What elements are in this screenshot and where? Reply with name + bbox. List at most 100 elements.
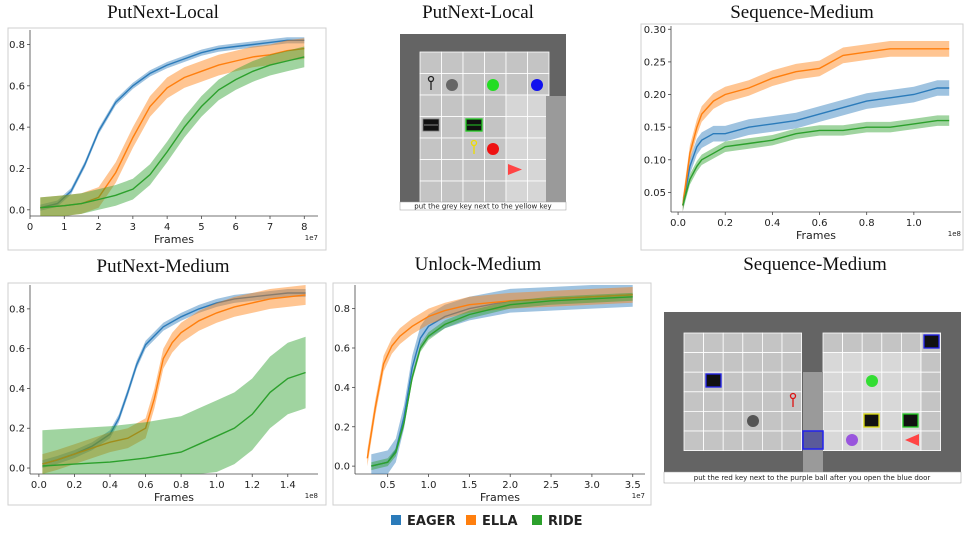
grid-cell	[762, 332, 783, 354]
grid-cell	[419, 94, 442, 117]
series-ride	[371, 292, 633, 471]
x-tick-label: 0.0	[31, 480, 47, 491]
blue-ball	[531, 79, 543, 91]
series-line	[371, 296, 633, 467]
grid-cell	[722, 430, 744, 452]
y-tick-label: 0.6	[9, 344, 25, 355]
grid-cell	[920, 391, 942, 412]
grid-cell	[742, 332, 763, 354]
series-ride	[682, 115, 950, 211]
yellow-key-icon	[470, 139, 478, 147]
x-axis-exponent: 1e8	[305, 492, 318, 500]
y-tick-label: 0.2	[334, 422, 350, 433]
grid-cell	[419, 159, 442, 182]
x-tick-label: 2.0	[502, 480, 518, 491]
x-tick-label: 0.5	[380, 480, 396, 491]
grid-cell	[683, 430, 705, 452]
grid-cell	[822, 371, 844, 393]
series-line	[42, 294, 306, 465]
grid-cell	[881, 352, 902, 373]
grid-cell	[441, 94, 464, 117]
x-tick-label: 3	[130, 222, 136, 233]
x-axis-exponent: 1e8	[948, 230, 961, 238]
y-tick-label: 0.2	[9, 424, 25, 435]
grid-cell	[462, 51, 485, 74]
x-tick-label: 1.4	[280, 480, 296, 491]
series-line	[682, 119, 950, 206]
series-line	[40, 56, 305, 209]
grid-cell	[762, 430, 783, 452]
grid-cell	[781, 352, 803, 373]
x-tick-label: 3.0	[584, 480, 600, 491]
x-tick-label: 0.2	[66, 480, 82, 491]
y-tick-label: 0.2	[9, 164, 25, 175]
grid-cell	[762, 371, 783, 393]
series-ride	[40, 46, 305, 216]
y-tick-label: 0.0	[9, 464, 25, 475]
grid-cell	[842, 391, 863, 412]
y-tick-label: 0.6	[334, 344, 350, 355]
chart-frame	[640, 23, 964, 251]
grid-cell	[462, 73, 485, 96]
grid-cell	[901, 371, 922, 393]
grid-cell	[881, 391, 902, 412]
grid-cell	[842, 410, 863, 432]
grid-cell	[462, 94, 485, 117]
grid-cell	[861, 391, 883, 412]
x-tick-label: 0.8	[859, 218, 875, 229]
y-tick-label: 0.8	[9, 40, 25, 51]
x-tick-label: 0.4	[764, 218, 780, 229]
grid-cell	[742, 371, 763, 393]
grid-cell	[722, 410, 744, 432]
grid-cell	[441, 180, 464, 203]
x-tick-label: 1.2	[244, 480, 260, 491]
grid-cell	[781, 391, 803, 412]
series-line	[40, 47, 305, 209]
x-axis-exponent: 1e7	[632, 492, 645, 500]
grid-cell	[742, 352, 763, 373]
yellow-box-icon	[863, 413, 880, 428]
series-line	[366, 294, 633, 459]
grid-cell	[722, 391, 744, 412]
grid-cell	[683, 371, 705, 393]
x-tick-label: 0.8	[173, 480, 189, 491]
chart-frame	[7, 27, 327, 251]
grid-cell	[742, 430, 763, 452]
env-caption: put the grey key next to the yellow key	[414, 203, 551, 211]
grid-cell	[881, 410, 902, 432]
grid-cell	[683, 352, 705, 373]
y-tick-label: 0.4	[334, 383, 350, 394]
x-axis-exponent: 1e7	[305, 234, 318, 242]
env-title: PutNext-Local	[422, 2, 534, 23]
grid-cell	[920, 371, 942, 393]
confidence-band	[682, 80, 950, 212]
caption-box	[399, 201, 567, 211]
legend: EAGER ELLA RIDE	[391, 514, 583, 529]
y-tick-label: 0.4	[9, 384, 25, 395]
series-line	[42, 292, 306, 465]
grid-cell	[527, 137, 550, 160]
series-eager	[42, 289, 306, 468]
y-tick-label: 0.8	[9, 304, 25, 315]
grid-cell	[703, 332, 724, 354]
grid-cell	[722, 352, 744, 373]
grid-cell	[441, 51, 464, 74]
x-tick-label: 2.5	[543, 480, 559, 491]
series-eager	[40, 37, 305, 211]
chart-3: Unlock-Medium 0.0 0.2 0.4 0.6 0.8 0.5 1.0 1.5 2.0…	[332, 254, 652, 506]
x-tick-label: 0	[27, 222, 33, 233]
x-tick-label: 0.6	[812, 218, 828, 229]
blue-door-icon	[802, 430, 824, 450]
grid-cell	[484, 94, 507, 117]
x-tick-label: 2	[95, 222, 101, 233]
grid-cell	[484, 51, 507, 74]
grid-cell	[742, 391, 763, 412]
grid-cell	[920, 410, 942, 432]
legend-swatch	[532, 515, 542, 525]
legend-swatch	[466, 515, 476, 525]
grid-cell	[762, 410, 783, 432]
blue-box-icon	[923, 334, 940, 349]
grid-cell	[703, 391, 724, 412]
grid-cell	[527, 159, 550, 182]
